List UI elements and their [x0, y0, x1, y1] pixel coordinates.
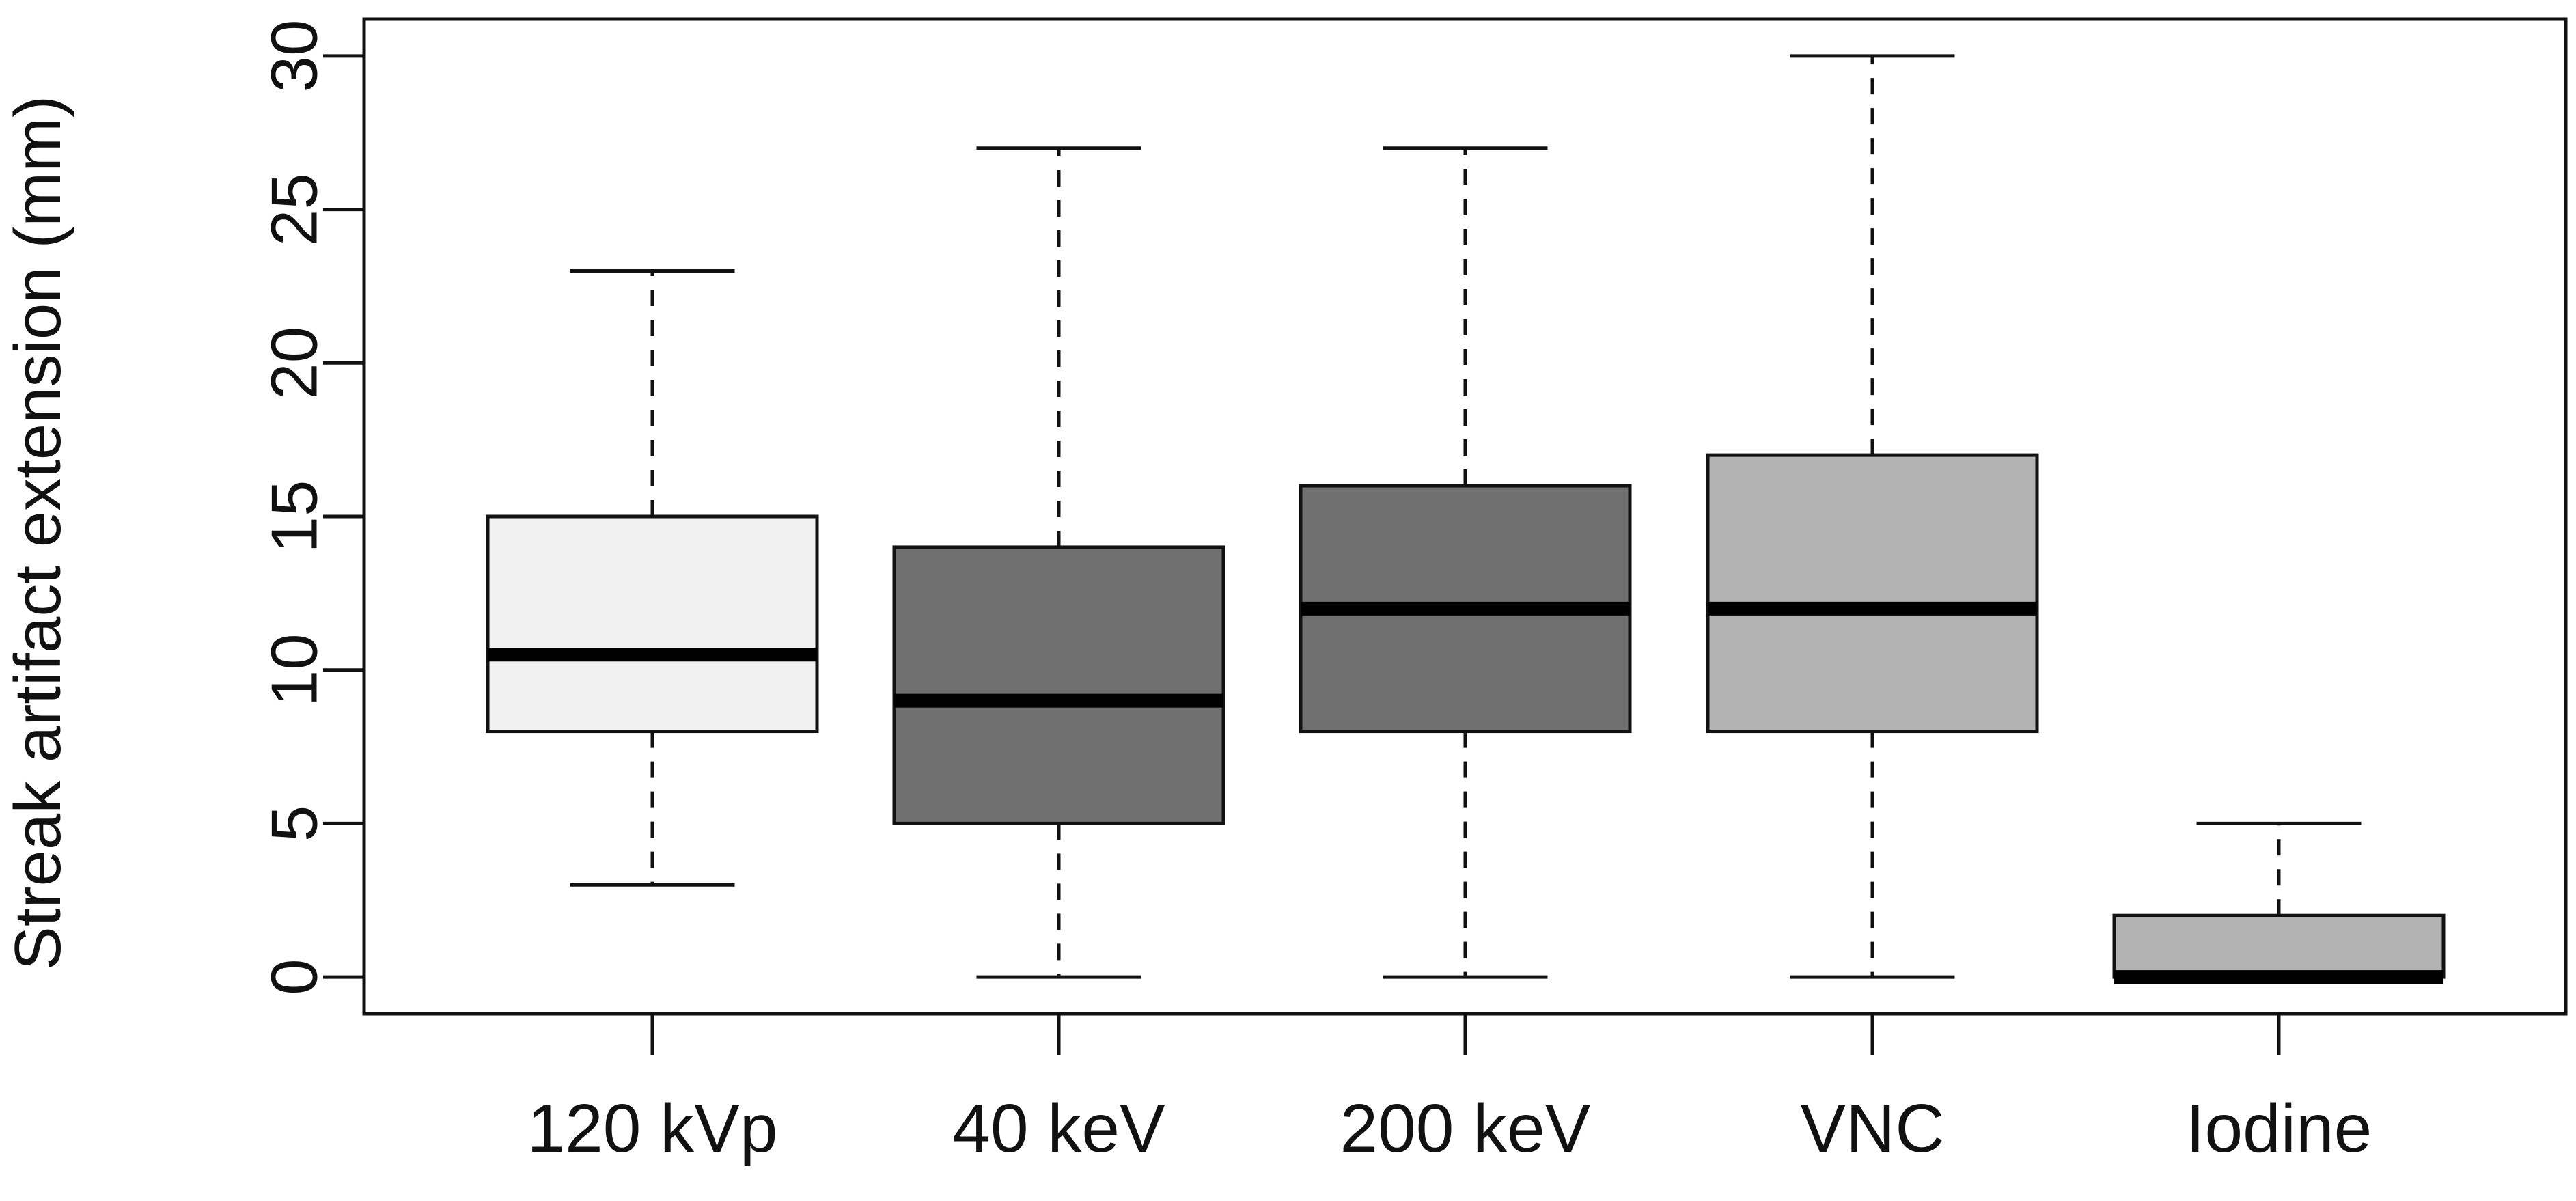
box-group-1 [892, 146, 1225, 979]
box-series [486, 54, 2446, 984]
y-tick-label-10: 10 [258, 633, 331, 706]
iqr-box-3 [1706, 453, 2039, 734]
iqr-box-1 [892, 545, 1225, 825]
y-tick-label-20: 20 [258, 327, 331, 400]
y-axis: 0 5 10 15 20 25 30 [258, 20, 364, 995]
x-tick-label-4: Iodine [2186, 1090, 2372, 1167]
y-tick-label-25: 25 [258, 173, 331, 246]
x-axis: 120 kVp 40 keV 200 keV VNC Iodine [527, 1014, 2372, 1167]
x-tick-label-2: 200 keV [1340, 1090, 1591, 1167]
box-group-4 [2112, 821, 2446, 984]
y-tick-label-30: 30 [258, 20, 331, 93]
box-group-2 [1299, 146, 1632, 979]
y-tick-label-15: 15 [258, 480, 331, 553]
x-tick-label-3: VNC [1800, 1090, 1944, 1167]
iqr-box-4 [2112, 913, 2446, 979]
box-group-3 [1706, 54, 2039, 979]
x-tick-label-0: 120 kVp [527, 1090, 778, 1167]
box-group-0 [486, 268, 819, 887]
y-tick-label-5: 5 [258, 805, 331, 842]
y-axis-label: Streak artifact extension (mm) [1, 96, 74, 970]
y-tick-label-0: 0 [258, 958, 331, 995]
iqr-box-0 [486, 514, 819, 734]
x-tick-label-1: 40 keV [952, 1090, 1165, 1167]
